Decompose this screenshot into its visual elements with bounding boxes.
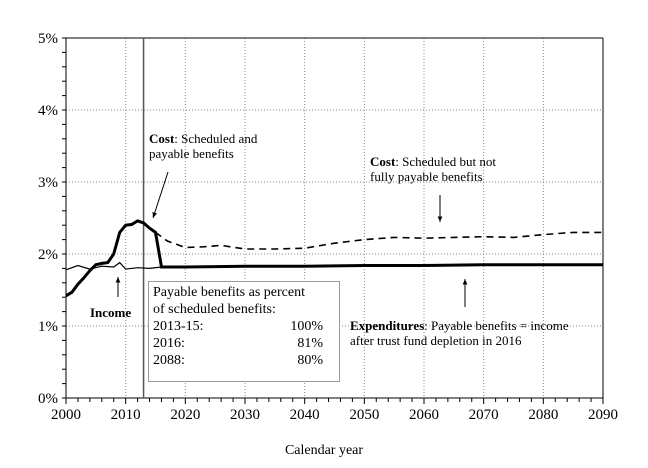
x-tick-label: 2000 — [51, 407, 81, 423]
series-cost_payable — [65, 219, 603, 298]
x-tick-label: 2080 — [528, 407, 558, 423]
arrow-head — [152, 212, 157, 218]
x-tick-label: 2030 — [230, 407, 260, 423]
arrow-head — [437, 216, 443, 222]
y-tick-label: 3% — [38, 175, 58, 191]
x-tick-label: 2010 — [111, 407, 141, 423]
y-tick-label: 4% — [38, 103, 58, 119]
table-row: 2016: 81% — [153, 336, 323, 351]
series-income — [65, 261, 162, 271]
y-tick-label: 5% — [38, 31, 58, 47]
annotation-income: Income — [90, 305, 132, 320]
x-tick-label: 2070 — [469, 407, 499, 423]
x-tick-label: 2040 — [290, 407, 320, 423]
table-row: 2013-15: 100% — [153, 319, 323, 334]
arrow-head — [115, 277, 121, 283]
x-tick-label: 2050 — [349, 407, 379, 423]
x-tick-label: 2060 — [409, 407, 439, 423]
x-axis-label: Calendar year — [284, 443, 364, 458]
payable-benefits-table: Payable benefits as percent of scheduled… — [148, 281, 340, 382]
arrow-line — [152, 171, 169, 219]
table-title-2: of scheduled benefits: — [153, 302, 276, 317]
table-title-1: Payable benefits as percent — [153, 285, 305, 300]
annotation-expenditures: Expenditures: Payable benefits = income … — [350, 318, 569, 348]
series-cost_scheduled — [155, 231, 603, 250]
arrow-head — [462, 279, 468, 285]
y-tick-label: 1% — [38, 319, 58, 335]
x-tick-label: 2090 — [588, 407, 618, 423]
table-row: 2088: 80% — [153, 353, 323, 368]
annotation-cost-payable: Cost: Scheduled and payable benefits — [149, 131, 258, 161]
x-tick-label: 2020 — [170, 407, 200, 423]
y-tick-label: 0% — [38, 391, 58, 407]
annotation-cost-scheduled: Cost: Scheduled but not fully payable be… — [370, 154, 497, 184]
y-tick-label: 2% — [38, 247, 58, 263]
